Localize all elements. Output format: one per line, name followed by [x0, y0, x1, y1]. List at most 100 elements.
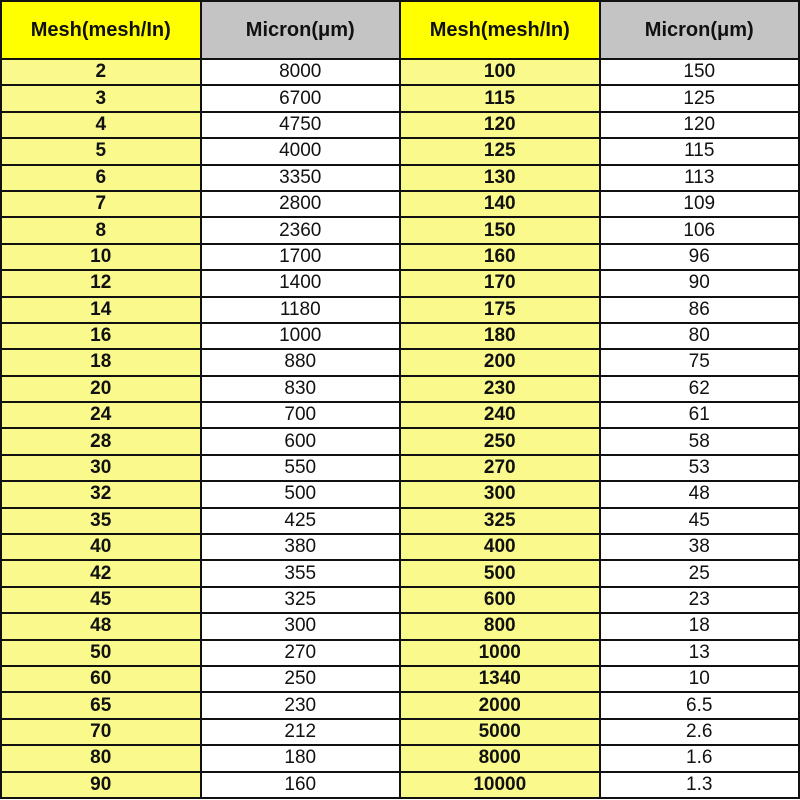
table-row: 2 8000 100 150	[0, 57, 800, 87]
cell-mesh-left: 90	[0, 770, 202, 799]
cell-micron-right: 48	[598, 480, 800, 509]
header-mesh-right: Mesh(mesh/In)	[399, 0, 601, 60]
cell-mesh-left: 7	[0, 189, 202, 219]
cell-micron-left: 550	[199, 453, 401, 483]
cell-mesh-left: 45	[0, 585, 202, 615]
cell-mesh-right: 270	[399, 453, 601, 483]
cell-micron-left: 300	[199, 612, 401, 641]
cell-micron-left: 230	[199, 691, 401, 720]
cell-mesh-right: 130	[399, 163, 601, 192]
cell-micron-right: 106	[598, 216, 800, 245]
table-row: 32 500 300 48	[0, 480, 800, 509]
cell-mesh-left: 8	[0, 216, 202, 245]
cell-mesh-right: 5000	[399, 717, 601, 747]
cell-micron-left: 425	[199, 506, 401, 536]
cell-mesh-left: 42	[0, 559, 202, 588]
table-row: 28 600 250 58	[0, 427, 800, 456]
table-row: 8 2360 150 106	[0, 216, 800, 245]
cell-micron-left: 1400	[199, 269, 401, 298]
cell-micron-left: 3350	[199, 163, 401, 192]
cell-mesh-left: 30	[0, 453, 202, 483]
cell-mesh-right: 180	[399, 321, 601, 351]
cell-micron-right: 13	[598, 638, 800, 667]
header-micron-left: Micron(μm)	[199, 0, 401, 60]
cell-mesh-right: 10000	[399, 770, 601, 799]
header-micron-right: Micron(μm)	[598, 0, 800, 60]
cell-mesh-left: 4	[0, 110, 202, 140]
cell-micron-right: 1.3	[598, 770, 800, 799]
table-row: 35 425 325 45	[0, 506, 800, 536]
cell-micron-right: 53	[598, 453, 800, 483]
cell-mesh-left: 2	[0, 57, 202, 87]
cell-micron-right: 61	[598, 401, 800, 430]
cell-mesh-right: 400	[399, 533, 601, 562]
cell-mesh-left: 12	[0, 269, 202, 298]
cell-micron-left: 4750	[199, 110, 401, 140]
cell-micron-left: 2360	[199, 216, 401, 245]
cell-mesh-right: 200	[399, 348, 601, 377]
cell-micron-left: 250	[199, 664, 401, 694]
cell-mesh-right: 500	[399, 559, 601, 588]
cell-mesh-left: 70	[0, 717, 202, 747]
cell-mesh-left: 35	[0, 506, 202, 536]
cell-micron-right: 23	[598, 585, 800, 615]
cell-micron-right: 38	[598, 533, 800, 562]
cell-mesh-right: 125	[399, 137, 601, 166]
cell-mesh-left: 16	[0, 321, 202, 351]
table-row: 90 160 10000 1.3	[0, 770, 800, 799]
cell-mesh-right: 600	[399, 585, 601, 615]
cell-mesh-left: 6	[0, 163, 202, 192]
table-row: 14 1180 175 86	[0, 295, 800, 324]
cell-micron-right: 150	[598, 57, 800, 87]
cell-mesh-right: 150	[399, 216, 601, 245]
table-row: 5 4000 125 115	[0, 137, 800, 166]
cell-mesh-right: 8000	[399, 744, 601, 773]
cell-micron-right: 113	[598, 163, 800, 192]
cell-mesh-left: 24	[0, 401, 202, 430]
cell-mesh-left: 32	[0, 480, 202, 509]
cell-micron-right: 109	[598, 189, 800, 219]
table-row: 24 700 240 61	[0, 401, 800, 430]
table-row: 80 180 8000 1.6	[0, 744, 800, 773]
table-row: 40 380 400 38	[0, 533, 800, 562]
cell-mesh-left: 10	[0, 242, 202, 272]
cell-micron-left: 160	[199, 770, 401, 799]
cell-micron-right: 125	[598, 84, 800, 113]
header-row: Mesh(mesh/In) Micron(μm) Mesh(mesh/In) M…	[0, 0, 800, 60]
cell-micron-right: 96	[598, 242, 800, 272]
table-row: 20 830 230 62	[0, 374, 800, 404]
cell-micron-left: 700	[199, 401, 401, 430]
table-row: 16 1000 180 80	[0, 321, 800, 351]
cell-mesh-right: 1000	[399, 638, 601, 667]
cell-mesh-right: 800	[399, 612, 601, 641]
cell-micron-right: 58	[598, 427, 800, 456]
table-row: 18 880 200 75	[0, 348, 800, 377]
cell-micron-right: 2.6	[598, 717, 800, 747]
cell-micron-left: 212	[199, 717, 401, 747]
table-row: 48 300 800 18	[0, 612, 800, 641]
cell-micron-left: 4000	[199, 137, 401, 166]
cell-micron-left: 325	[199, 585, 401, 615]
header-mesh-left: Mesh(mesh/In)	[0, 0, 202, 60]
table-row: 4 4750 120 120	[0, 110, 800, 140]
cell-mesh-left: 60	[0, 664, 202, 694]
table-row: 6 3350 130 113	[0, 163, 800, 192]
cell-mesh-left: 5	[0, 137, 202, 166]
cell-micron-left: 380	[199, 533, 401, 562]
cell-micron-left: 2800	[199, 189, 401, 219]
cell-micron-left: 1700	[199, 242, 401, 272]
cell-micron-right: 25	[598, 559, 800, 588]
cell-mesh-right: 140	[399, 189, 601, 219]
cell-micron-left: 830	[199, 374, 401, 404]
cell-micron-left: 180	[199, 744, 401, 773]
cell-mesh-right: 170	[399, 269, 601, 298]
cell-micron-right: 10	[598, 664, 800, 694]
cell-mesh-right: 230	[399, 374, 601, 404]
cell-micron-right: 18	[598, 612, 800, 641]
cell-mesh-right: 1340	[399, 664, 601, 694]
table-row: 45 325 600 23	[0, 585, 800, 615]
table-row: 12 1400 170 90	[0, 269, 800, 298]
cell-mesh-right: 250	[399, 427, 601, 456]
cell-mesh-right: 160	[399, 242, 601, 272]
